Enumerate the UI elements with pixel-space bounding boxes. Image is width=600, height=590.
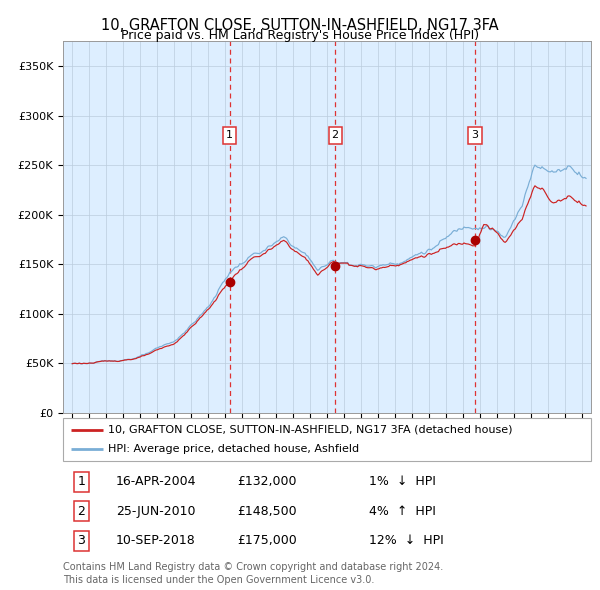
Text: 3: 3 [77, 535, 85, 548]
Text: £132,000: £132,000 [237, 475, 297, 488]
Text: £175,000: £175,000 [237, 535, 297, 548]
Text: 2: 2 [332, 130, 339, 140]
Text: 2: 2 [77, 504, 85, 518]
Text: 25-JUN-2010: 25-JUN-2010 [116, 504, 196, 518]
Text: Price paid vs. HM Land Registry's House Price Index (HPI): Price paid vs. HM Land Registry's House … [121, 30, 479, 42]
Text: 10, GRAFTON CLOSE, SUTTON-IN-ASHFIELD, NG17 3FA: 10, GRAFTON CLOSE, SUTTON-IN-ASHFIELD, N… [101, 18, 499, 32]
Text: 4%  ↑  HPI: 4% ↑ HPI [369, 504, 436, 518]
Text: HPI: Average price, detached house, Ashfield: HPI: Average price, detached house, Ashf… [108, 444, 359, 454]
Text: 1: 1 [226, 130, 233, 140]
Text: 10, GRAFTON CLOSE, SUTTON-IN-ASHFIELD, NG17 3FA (detached house): 10, GRAFTON CLOSE, SUTTON-IN-ASHFIELD, N… [108, 425, 512, 435]
Text: Contains HM Land Registry data © Crown copyright and database right 2024.: Contains HM Land Registry data © Crown c… [63, 562, 443, 572]
Text: 16-APR-2004: 16-APR-2004 [116, 475, 196, 488]
Text: This data is licensed under the Open Government Licence v3.0.: This data is licensed under the Open Gov… [63, 575, 374, 585]
Text: £148,500: £148,500 [237, 504, 297, 518]
Text: 10-SEP-2018: 10-SEP-2018 [116, 535, 196, 548]
Text: 1%  ↓  HPI: 1% ↓ HPI [369, 475, 436, 488]
Text: 12%  ↓  HPI: 12% ↓ HPI [369, 535, 444, 548]
Text: 1: 1 [77, 475, 85, 488]
FancyBboxPatch shape [63, 418, 591, 461]
Text: 3: 3 [472, 130, 479, 140]
